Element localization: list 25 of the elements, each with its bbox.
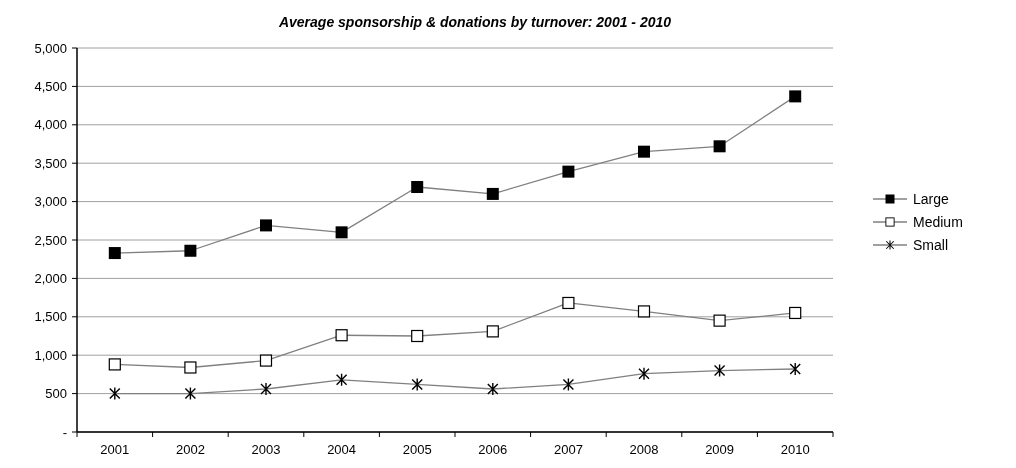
x-tick-label: 2001 — [100, 442, 130, 457]
y-tick-label: 4,500 — [34, 78, 67, 94]
x-tick-label: 2005 — [402, 442, 432, 457]
x-tick-label: 2010 — [780, 442, 810, 457]
x-tick-label: 2007 — [553, 442, 583, 457]
y-tick-label: 3,000 — [34, 194, 67, 210]
x-tick-label: 2006 — [478, 442, 508, 457]
legend-label: Small — [913, 236, 949, 253]
x-tick-label: 2008 — [629, 442, 659, 457]
x-tick-label: 2002 — [175, 442, 205, 457]
y-tick-label: 2,500 — [34, 232, 67, 248]
y-tick-label: 1,500 — [34, 309, 67, 325]
x-tick-label: 2004 — [327, 442, 357, 457]
legend-label: Large — [913, 190, 950, 207]
y-tick-label: 3,500 — [34, 155, 67, 171]
x-tick-label: 2003 — [251, 442, 281, 457]
y-tick-label: 4,000 — [34, 117, 67, 133]
y-tick-label: 1,000 — [34, 347, 67, 363]
y-tick-label: - — [62, 424, 67, 440]
legend-label: Medium — [913, 213, 963, 230]
y-tick-label: 2,000 — [34, 270, 67, 286]
x-tick-label: 2009 — [705, 442, 735, 457]
y-tick-label: 5,000 — [34, 40, 67, 56]
y-tick-label: 500 — [45, 386, 67, 402]
chart-title: Average sponsorship & donations by turnover: 2001 - 2010 — [277, 14, 672, 30]
